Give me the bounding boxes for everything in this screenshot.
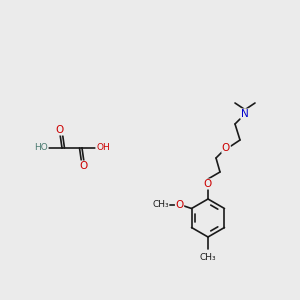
Text: O: O bbox=[56, 125, 64, 135]
Text: N: N bbox=[241, 109, 249, 119]
Text: OH: OH bbox=[96, 143, 110, 152]
Text: O: O bbox=[176, 200, 184, 209]
Text: CH₃: CH₃ bbox=[152, 200, 169, 209]
Text: O: O bbox=[80, 161, 88, 171]
Text: O: O bbox=[204, 179, 212, 189]
Text: O: O bbox=[222, 143, 230, 153]
Text: CH₃: CH₃ bbox=[200, 253, 216, 262]
Text: HO: HO bbox=[34, 143, 48, 152]
